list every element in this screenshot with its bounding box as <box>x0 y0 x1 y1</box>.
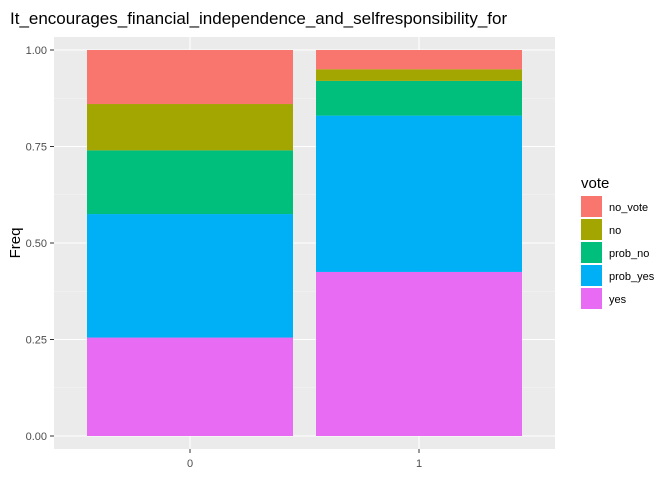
bar-segment-no_vote-0 <box>87 50 293 105</box>
bar-segment-yes-0 <box>87 337 293 436</box>
y-tick-label: 0.75 <box>26 142 47 154</box>
axes: 0.00 0.25 0.50 0.75 1.00 0 1 <box>26 45 422 470</box>
y-axis-title: Freq <box>7 228 24 259</box>
bar-segment-no-0 <box>87 104 293 151</box>
bar-segment-no-1 <box>316 69 522 81</box>
bar-segment-prob_no-0 <box>87 150 293 215</box>
legend-title: vote <box>581 175 609 192</box>
bar-segment-no_vote-1 <box>316 50 522 70</box>
chart-title: It_encourages_financial_independence_and… <box>10 9 507 28</box>
bar-segment-prob_yes-0 <box>87 214 293 338</box>
legend-key-prob_yes <box>581 265 602 286</box>
legend-label-no: no <box>609 225 621 237</box>
x-tick-label: 0 <box>187 458 193 470</box>
legend-label-prob_yes: prob_yes <box>609 271 655 283</box>
bars <box>87 50 522 436</box>
legend-label-no_vote: no_vote <box>609 202 648 214</box>
bar-segment-yes-1 <box>316 271 522 436</box>
y-tick-label: 0.00 <box>26 431 47 443</box>
bar-segment-prob_no-1 <box>316 80 522 116</box>
legend-label-prob_no: prob_no <box>609 248 649 260</box>
legend-key-prob_no <box>581 242 602 263</box>
y-tick-label: 0.25 <box>26 335 47 347</box>
legend-key-no_vote <box>581 196 602 217</box>
bar-segment-prob_yes-1 <box>316 115 522 272</box>
x-tick-label: 1 <box>416 458 422 470</box>
legend-key-no <box>581 219 602 240</box>
y-tick-label: 0.50 <box>26 238 47 250</box>
legend-key-yes <box>581 288 602 309</box>
legend-label-yes: yes <box>609 294 627 306</box>
y-tick-label: 1.00 <box>26 45 47 57</box>
